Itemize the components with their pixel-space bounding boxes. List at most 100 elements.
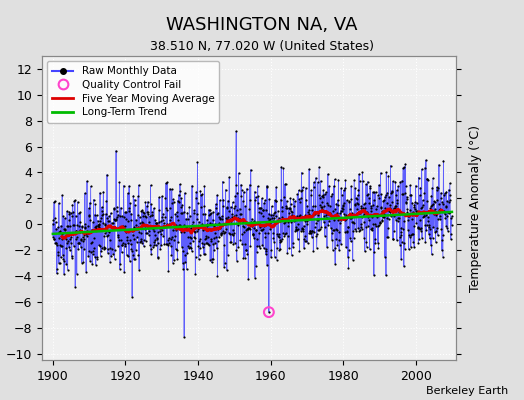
Point bbox=[117, 249, 126, 256]
Point bbox=[194, 242, 203, 249]
Point bbox=[259, 226, 267, 232]
Point bbox=[133, 224, 141, 230]
Point bbox=[191, 235, 199, 241]
Point bbox=[238, 219, 247, 226]
Point bbox=[164, 268, 172, 275]
Point bbox=[160, 222, 168, 229]
Point bbox=[314, 227, 322, 233]
Point bbox=[442, 202, 450, 209]
Point bbox=[221, 221, 230, 227]
Point bbox=[138, 218, 146, 225]
Point bbox=[190, 207, 198, 214]
Point bbox=[189, 228, 198, 234]
Point bbox=[312, 233, 321, 239]
Point bbox=[304, 206, 313, 213]
Point bbox=[221, 228, 229, 235]
Point bbox=[279, 230, 287, 236]
Point bbox=[389, 178, 397, 184]
Point bbox=[228, 199, 237, 206]
Point bbox=[332, 210, 341, 216]
Point bbox=[438, 237, 446, 243]
Point bbox=[234, 222, 242, 228]
Point bbox=[136, 214, 144, 220]
Point bbox=[196, 245, 204, 251]
Point bbox=[140, 226, 149, 232]
Point bbox=[165, 235, 173, 242]
Point bbox=[228, 214, 236, 220]
Point bbox=[322, 215, 331, 221]
Point bbox=[184, 234, 193, 240]
Point bbox=[234, 244, 243, 250]
Point bbox=[231, 240, 239, 246]
Point bbox=[340, 187, 348, 194]
Point bbox=[97, 204, 106, 210]
Point bbox=[329, 208, 337, 214]
Point bbox=[150, 205, 158, 211]
Point bbox=[426, 226, 434, 232]
Point bbox=[117, 204, 125, 211]
Point bbox=[90, 212, 99, 218]
Point bbox=[135, 266, 143, 273]
Point bbox=[304, 209, 312, 215]
Point bbox=[123, 240, 132, 246]
Point bbox=[212, 245, 221, 252]
Point bbox=[80, 232, 89, 239]
Point bbox=[347, 196, 356, 202]
Point bbox=[265, 210, 273, 217]
Point bbox=[357, 220, 365, 227]
Point bbox=[62, 245, 71, 251]
Point bbox=[280, 194, 288, 200]
Text: Berkeley Earth: Berkeley Earth bbox=[426, 386, 508, 396]
Point bbox=[166, 236, 174, 242]
Point bbox=[210, 223, 218, 230]
Point bbox=[70, 243, 78, 249]
Point bbox=[310, 229, 319, 235]
Point bbox=[212, 204, 221, 211]
Point bbox=[359, 204, 367, 211]
Point bbox=[225, 208, 233, 214]
Point bbox=[217, 232, 225, 238]
Point bbox=[438, 199, 446, 205]
Point bbox=[66, 236, 74, 242]
Point bbox=[103, 215, 112, 221]
Point bbox=[259, 245, 268, 251]
Point bbox=[368, 227, 376, 233]
Point bbox=[306, 228, 314, 234]
Point bbox=[419, 202, 427, 208]
Point bbox=[181, 224, 190, 231]
Point bbox=[365, 217, 373, 223]
Point bbox=[388, 189, 396, 196]
Point bbox=[123, 252, 131, 258]
Point bbox=[154, 254, 162, 260]
Point bbox=[67, 234, 75, 240]
Point bbox=[367, 224, 376, 231]
Point bbox=[238, 231, 246, 237]
Point bbox=[376, 220, 384, 226]
Point bbox=[175, 221, 183, 228]
Point bbox=[89, 219, 97, 225]
Point bbox=[429, 201, 438, 208]
Point bbox=[257, 204, 265, 211]
Point bbox=[447, 215, 455, 222]
Point bbox=[316, 194, 324, 201]
Point bbox=[155, 194, 163, 201]
Point bbox=[111, 216, 119, 223]
Point bbox=[395, 209, 403, 216]
Point bbox=[214, 226, 223, 232]
Point bbox=[128, 293, 136, 300]
Point bbox=[328, 190, 336, 197]
Point bbox=[191, 254, 200, 260]
Point bbox=[219, 228, 227, 234]
Point bbox=[86, 216, 94, 223]
Point bbox=[354, 192, 362, 198]
Point bbox=[358, 169, 367, 176]
Point bbox=[402, 194, 411, 200]
Point bbox=[255, 230, 264, 236]
Point bbox=[113, 204, 121, 210]
Point bbox=[362, 239, 370, 245]
Point bbox=[345, 247, 353, 254]
Point bbox=[350, 220, 358, 226]
Point bbox=[343, 197, 351, 204]
Point bbox=[279, 220, 288, 226]
Point bbox=[246, 196, 254, 203]
